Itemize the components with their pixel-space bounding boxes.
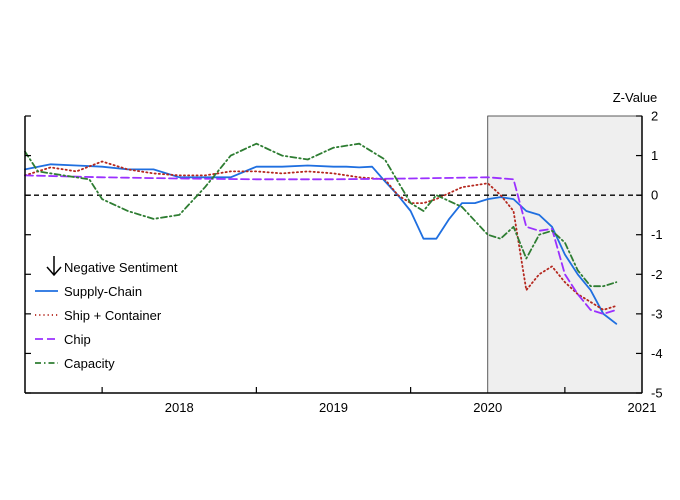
y-tick-label: 1	[651, 148, 658, 163]
y-tick-label: -2	[651, 267, 663, 282]
series-line-ship-container	[24, 160, 618, 311]
x-tick-label: 2021	[628, 400, 657, 415]
series-line-chip	[24, 174, 618, 315]
x-tick-label: 2018	[165, 400, 194, 415]
y-tick-label: 0	[651, 188, 658, 203]
legend-heading: Negative Sentiment	[64, 260, 178, 275]
y-tick-label: -4	[651, 346, 663, 361]
y-tick-label: -3	[651, 306, 663, 321]
down-arrow-icon	[46, 256, 62, 277]
legend-label-capacity: Capacity	[64, 356, 115, 371]
x-tick-label: 2019	[319, 400, 348, 415]
y-tick-label: -5	[651, 386, 663, 401]
y-tick-label: 2	[651, 109, 658, 124]
legend-label-chip: Chip	[64, 332, 91, 347]
legend-label-supply-chain: Supply-Chain	[64, 284, 142, 299]
series-line-capacity	[24, 142, 618, 288]
legend-label-ship-container: Ship + Container	[64, 308, 162, 323]
y-tick-label: -1	[651, 227, 663, 242]
legend: Negative Sentiment Supply-Chain Ship + C…	[35, 256, 178, 371]
x-tick-label: 2020	[473, 400, 502, 415]
y-axis-label: Z-Value	[613, 90, 658, 105]
